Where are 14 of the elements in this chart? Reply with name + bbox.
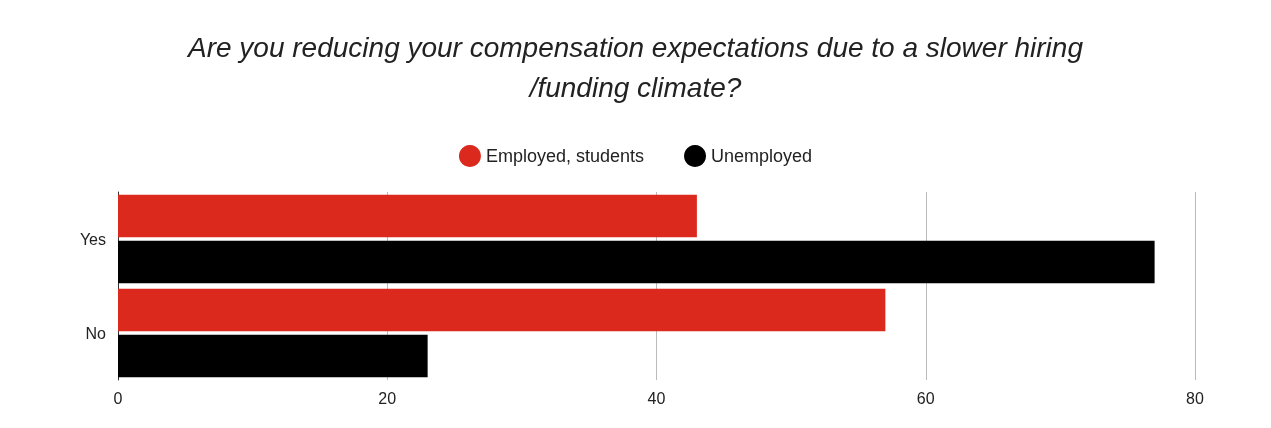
legend-label: Employed, students	[485, 146, 645, 166]
x-tick-label: 60	[916, 389, 935, 407]
legend-label: Unemployed	[711, 146, 813, 166]
bar	[118, 288, 886, 332]
x-tick-label: 40	[647, 389, 666, 407]
bar	[118, 194, 697, 238]
y-tick-label: No	[85, 324, 107, 342]
x-tick-label: 80	[1186, 389, 1204, 407]
y-tick-label: Yes	[79, 230, 106, 248]
bar	[118, 240, 1155, 284]
bar	[118, 334, 428, 378]
chart-title: Are you reducing your compensation expectations due to a slower hiring/funding climate?	[186, 31, 1084, 103]
x-tick-label: 0	[113, 389, 123, 407]
x-tick-label: 20	[378, 389, 397, 407]
